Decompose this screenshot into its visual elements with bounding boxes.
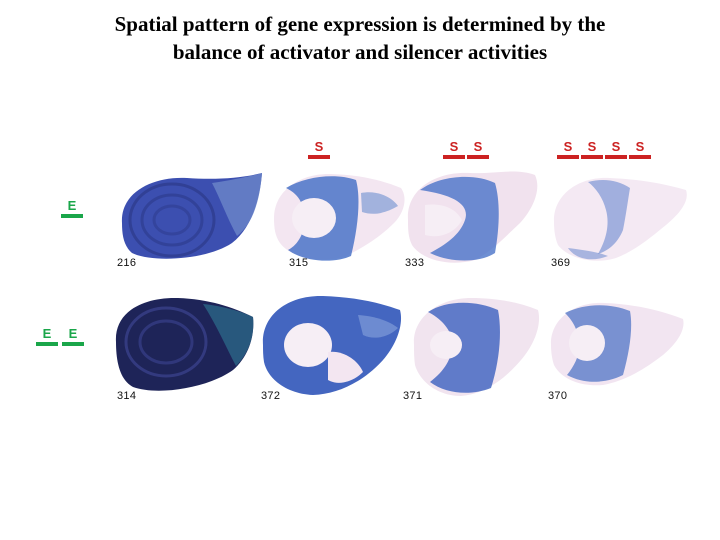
wing-disc-333: [407, 171, 538, 263]
silencer-label: S: [467, 140, 489, 159]
wing-disc-216: [121, 173, 263, 259]
enhancer-label: E: [36, 327, 58, 346]
wing-disc-315: [274, 173, 405, 261]
title-line-2: balance of activator and silencer activi…: [172, 40, 548, 64]
wing-disc-369: [553, 177, 687, 261]
silencer-label: S: [605, 140, 627, 159]
silencer-label: S: [629, 140, 651, 159]
construct-number: 370: [548, 390, 568, 402]
construct-number: 314: [117, 390, 137, 402]
silencer-label: S: [557, 140, 579, 159]
construct-number: 372: [261, 390, 281, 402]
construct-number: 216: [117, 257, 137, 269]
wing-disc-314: [115, 297, 254, 391]
title-line-1: Spatial pattern of gene expression is de…: [114, 12, 606, 36]
slide-title: Spatial pattern of gene expression is de…: [0, 10, 720, 66]
enhancer-label: E: [61, 199, 83, 218]
silencer-label: S: [308, 140, 330, 159]
construct-number: 371: [403, 390, 423, 402]
silencer-label: S: [443, 140, 465, 159]
wing-disc-370: [550, 302, 684, 386]
construct-number: 369: [551, 257, 571, 269]
wing-disc-372: [262, 295, 402, 395]
construct-number: 333: [405, 257, 425, 269]
construct-number: 315: [289, 257, 309, 269]
wing-disc-371: [413, 298, 540, 396]
enhancer-label: E: [62, 327, 84, 346]
silencer-label: S: [581, 140, 603, 159]
